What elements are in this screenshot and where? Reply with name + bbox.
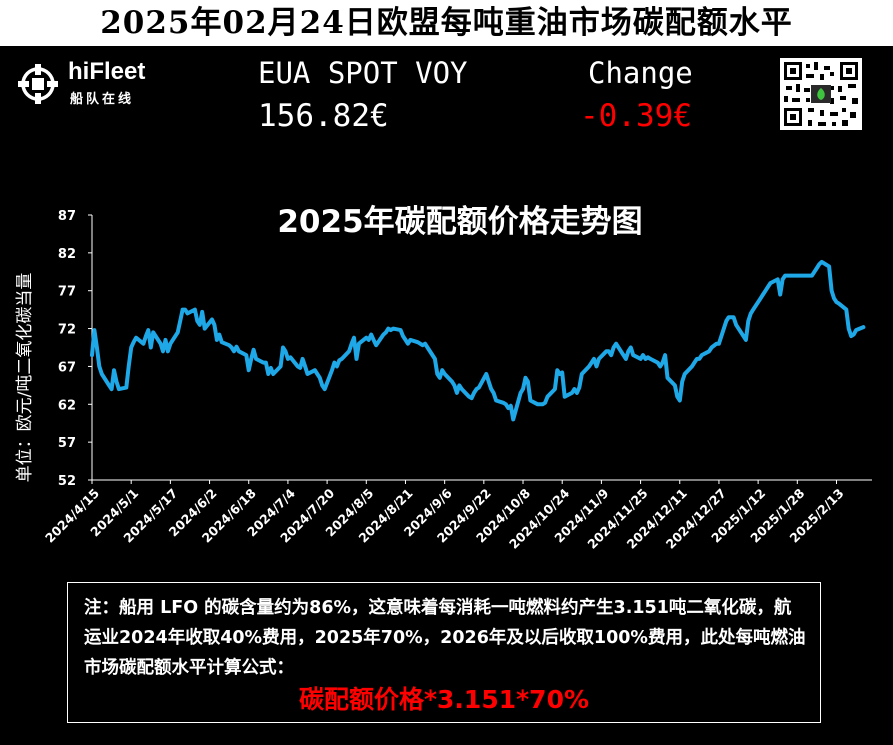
y-tick-label: 72 xyxy=(58,323,76,338)
eua-value: 156.82€ xyxy=(258,98,389,134)
y-axis-label: 单位：欧元/吨二氧化碳当量 xyxy=(15,273,35,483)
change-label: Change xyxy=(588,56,693,90)
qr-code[interactable] xyxy=(780,58,862,130)
y-tick-label: 67 xyxy=(58,360,76,375)
y-tick-label: 87 xyxy=(58,209,76,224)
page-title: 2025年02月24日欧盟每吨重油市场碳配额水平 xyxy=(0,0,893,46)
formula-text: 碳配额价格*3.151*70% xyxy=(298,685,590,714)
y-tick-label: 62 xyxy=(58,398,76,413)
brand-name: hiFleet xyxy=(68,58,146,85)
eua-label: EUA SPOT VOY xyxy=(258,56,468,90)
hifleet-logo[interactable]: hiFleet 船队在线 xyxy=(18,58,168,110)
note-text: 注：船用 LFO 的碳含量约为86%，这意味着每消耗一吨燃料约产生3.151吨二… xyxy=(84,598,806,678)
y-tick-label: 57 xyxy=(58,436,76,451)
chart-title: 2025年碳配额价格走势图 xyxy=(277,204,643,240)
note-box: 注：船用 LFO 的碳含量约为86%，这意味着每消耗一吨燃料约产生3.151吨二… xyxy=(67,582,821,723)
change-value: -0.39€ xyxy=(580,98,692,134)
x-tick-label: 2024/4/15 xyxy=(42,486,102,546)
price-line-chart: 52576267727782872024/4/152024/5/12024/5/… xyxy=(15,209,872,552)
y-tick-label: 52 xyxy=(58,474,76,489)
brand-subtitle: 船队在线 xyxy=(70,92,135,107)
qr-code-icon xyxy=(784,62,858,126)
price-series-line xyxy=(90,259,866,422)
ship-wheel-icon xyxy=(18,64,58,104)
y-tick-label: 77 xyxy=(58,285,76,300)
y-tick-label: 82 xyxy=(58,247,76,262)
